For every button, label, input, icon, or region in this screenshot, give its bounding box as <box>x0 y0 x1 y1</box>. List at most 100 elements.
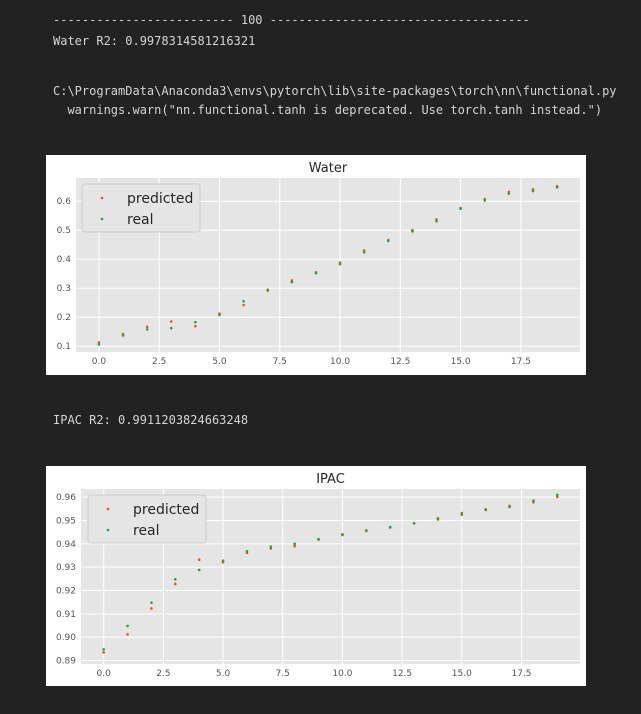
real-point <box>150 601 153 604</box>
real-point <box>531 189 535 193</box>
x-tick-label: 17.5 <box>511 669 531 679</box>
real-point <box>314 271 318 275</box>
y-tick-label: 0.3 <box>57 284 71 294</box>
real-point <box>194 320 197 324</box>
x-tick-label: 12.5 <box>390 357 410 367</box>
real-point <box>459 207 462 211</box>
ipac-plot: 0.0 2.5 5.0 7.5 10.0 12.5 15.0 17.5 0.89 0.90 0.91… <box>46 466 586 686</box>
real-point <box>126 624 129 628</box>
chart-title: Water <box>309 161 348 176</box>
real-point <box>290 280 294 284</box>
real-point <box>317 537 320 541</box>
real-point <box>221 559 225 562</box>
real-point <box>97 343 101 346</box>
x-tick-label: 15.0 <box>451 357 471 367</box>
real-point <box>483 199 487 202</box>
predicted-point <box>293 544 296 548</box>
predicted-point <box>269 547 273 550</box>
real-point <box>532 499 535 502</box>
predicted-point <box>197 558 201 561</box>
legend-label-real: real <box>133 523 160 539</box>
real-point <box>411 230 414 233</box>
real-point <box>269 545 273 548</box>
predicted-point <box>169 320 173 323</box>
x-tick-label: 2.5 <box>156 669 170 679</box>
warning-message-output: warnings.warn("nn.functional.tanh is dep… <box>53 103 603 117</box>
real-point <box>436 518 440 521</box>
y-tick-label: 0.2 <box>57 313 71 323</box>
y-tick-label: 0.89 <box>56 657 76 667</box>
real-point <box>386 239 390 243</box>
real-point <box>169 326 173 330</box>
x-tick-label: 5.0 <box>212 357 227 367</box>
y-tick-label: 0.1 <box>57 342 71 352</box>
x-tick-label: 7.5 <box>273 357 287 367</box>
water-plot: 0.0 2.5 5.0 7.5 10.0 12.5 15.0 17.5 0.1 0.2 0.3 0.4… <box>46 155 586 375</box>
real-point <box>508 505 511 509</box>
y-tick-label: 0.91 <box>56 610 76 620</box>
y-tick-label: 0.5 <box>57 226 71 236</box>
legend-marker-real <box>100 217 104 221</box>
real-point <box>293 542 296 546</box>
y-tick-label: 0.6 <box>57 197 72 207</box>
y-tick-label: 0.94 <box>56 540 76 550</box>
x-tick-label: 10.0 <box>332 669 352 679</box>
x-tick-label: 17.5 <box>511 357 531 367</box>
real-point <box>362 250 366 254</box>
legend-marker-predicted <box>106 507 110 511</box>
predicted-point <box>194 324 197 328</box>
ipac-r2-output: IPAC R2: 0.9911203824663248 <box>53 413 249 427</box>
real-point <box>145 328 149 331</box>
y-tick-label: 0.96 <box>56 493 76 503</box>
predicted-point <box>242 303 245 307</box>
legend-marker-real <box>106 528 110 532</box>
real-point <box>341 533 344 537</box>
x-tick-label: 5.0 <box>216 669 231 679</box>
predicted-point <box>150 607 153 610</box>
x-tick-label: 7.5 <box>276 669 290 679</box>
real-point <box>121 334 125 337</box>
y-tick-label: 0.95 <box>56 517 76 527</box>
y-tick-label: 0.90 <box>56 633 76 643</box>
chart-title: IPAC <box>316 472 345 487</box>
legend-box <box>87 494 207 544</box>
real-point <box>484 508 487 512</box>
real-point <box>102 648 105 651</box>
warning-path-output: C:\ProgramData\Anaconda3\envs\pytorch\li… <box>53 84 617 98</box>
water-r2-output: Water R2: 0.9978314581216321 <box>53 34 256 48</box>
real-point <box>218 313 221 317</box>
legend-label-predicted: predicted <box>133 502 199 518</box>
ipac-chart-svg: 0.0 2.5 5.0 7.5 10.0 12.5 15.0 17.5 0.89 0.90 0.91… <box>56 472 580 679</box>
predicted-point <box>97 341 101 344</box>
x-tick-label: 0.0 <box>97 669 112 679</box>
real-point <box>412 522 416 525</box>
legend-label-real: real <box>127 212 154 228</box>
predicted-point <box>126 633 129 636</box>
predicted-point <box>556 495 559 499</box>
y-tick-label: 0.93 <box>56 563 76 573</box>
real-point <box>435 219 438 223</box>
y-tick-label: 0.92 <box>56 587 76 597</box>
legend-marker-predicted <box>100 196 104 200</box>
real-point <box>197 568 201 572</box>
legend-box <box>81 183 201 233</box>
real-point <box>556 493 559 497</box>
real-point <box>507 192 511 195</box>
real-point <box>245 550 249 553</box>
real-point <box>174 578 177 581</box>
real-point <box>338 262 342 266</box>
x-tick-label: 2.5 <box>152 357 166 367</box>
real-point <box>555 185 559 189</box>
predicted-point <box>174 582 177 586</box>
real-point <box>460 513 464 516</box>
x-tick-label: 10.0 <box>330 357 350 367</box>
progress-separator: ------------------------- 100 ----------… <box>53 13 530 27</box>
real-point <box>266 289 270 292</box>
y-tick-label: 0.4 <box>57 255 72 265</box>
legend-label-predicted: predicted <box>127 191 193 207</box>
x-tick-label: 12.5 <box>392 669 412 679</box>
real-point <box>365 529 368 533</box>
real-point <box>242 299 245 303</box>
real-point <box>388 525 392 529</box>
predicted-point <box>102 651 105 654</box>
